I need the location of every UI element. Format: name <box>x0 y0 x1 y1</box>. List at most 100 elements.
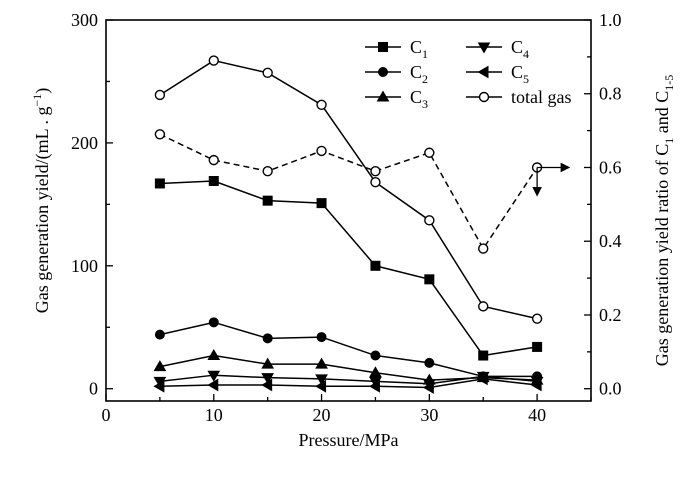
legend-marker <box>477 42 491 54</box>
series-layer <box>153 55 544 394</box>
plot-border <box>105 19 592 402</box>
legend-label: C2 <box>410 62 428 86</box>
series-line <box>159 133 538 251</box>
x-tick-label: 20 <box>313 405 331 425</box>
data-point <box>316 198 327 209</box>
legend-label: C3 <box>410 87 428 111</box>
data-point <box>370 350 381 361</box>
data-point <box>207 370 221 382</box>
series-5 <box>154 55 543 324</box>
data-point <box>478 243 489 254</box>
data-point <box>208 55 219 66</box>
axis-labels: Pressure/MPa Gas generation yield/(mL . g… <box>30 75 676 450</box>
series-line <box>159 321 538 378</box>
legend-item-5: total gas <box>466 87 572 107</box>
y-left-tick-label: 300 <box>71 10 98 30</box>
legend-item-4: C5 <box>466 62 529 86</box>
data-point <box>424 215 435 226</box>
data-point <box>424 147 435 158</box>
data-point <box>532 341 543 352</box>
data-point <box>154 129 166 140</box>
data-point <box>370 177 381 188</box>
data-point <box>153 379 165 393</box>
data-point <box>315 357 328 369</box>
data-point <box>531 313 543 324</box>
y-right-axis-label: Gas generation yield ratio of C1 and C1-… <box>652 75 676 366</box>
axis-ticks: 0 10 20 30 40 0 100 200 300 0.0 0.2 0.4 0.6 0.8 1.0 <box>71 10 622 425</box>
y-left-axis-label: Gas generation yield/(mL . g−1) <box>30 88 53 314</box>
data-point <box>316 99 327 111</box>
x-tick-label: 30 <box>420 405 438 425</box>
legend-marker <box>378 42 388 52</box>
data-point <box>370 260 381 271</box>
series-6 <box>154 129 543 254</box>
data-point <box>207 378 219 392</box>
series-line <box>159 378 538 389</box>
data-point <box>261 357 275 369</box>
x-axis-label: Pressure/MPa <box>299 430 399 450</box>
series-line <box>159 59 538 320</box>
y-left-tick-label: 200 <box>71 133 98 153</box>
legend-item-2: C3 <box>365 87 428 111</box>
data-point <box>370 165 381 177</box>
data-point <box>262 165 273 177</box>
y-left-tick-label: 0 <box>89 379 98 399</box>
data-point <box>208 317 219 328</box>
legend-label: C5 <box>511 62 529 86</box>
series-line <box>159 374 538 385</box>
y-right-tick-label: 0.0 <box>599 379 622 399</box>
data-point <box>207 349 221 361</box>
data-point <box>154 178 165 189</box>
x-tick-label: 10 <box>205 405 223 425</box>
y-right-tick-label: 0.2 <box>599 305 622 325</box>
arrow-right-head <box>560 162 571 173</box>
y-right-tick-label: 1.0 <box>599 10 622 30</box>
legend-item-3: C4 <box>466 37 529 61</box>
data-point <box>424 274 435 285</box>
data-point <box>530 378 542 392</box>
plot-frame <box>105 19 592 402</box>
data-point <box>478 350 489 361</box>
data-point <box>208 176 219 187</box>
data-point <box>261 378 273 392</box>
data-point <box>154 329 165 340</box>
data-point <box>316 332 327 343</box>
legend-item-0: C1 <box>365 37 428 61</box>
data-point <box>153 360 167 372</box>
data-point <box>422 381 434 394</box>
data-point <box>154 89 166 101</box>
legend-marker <box>378 67 388 77</box>
x-tick-label: 40 <box>528 405 546 425</box>
legend-marker <box>477 65 489 79</box>
y-left-tick-label: 100 <box>71 256 98 276</box>
series-line <box>159 180 538 357</box>
data-point <box>315 379 327 393</box>
legend-marker <box>478 91 490 103</box>
data-point <box>424 357 435 368</box>
legend-marker <box>376 90 390 102</box>
legend-label: total gas <box>511 87 572 107</box>
series-0 <box>154 176 543 361</box>
data-point <box>262 333 273 344</box>
data-point <box>262 67 273 79</box>
legend-label: C4 <box>511 37 529 61</box>
data-point <box>316 145 327 157</box>
data-point <box>261 373 275 385</box>
data-point <box>478 301 489 312</box>
legend-item-1: C2 <box>365 62 428 86</box>
data-point <box>369 366 382 378</box>
x-tick-label: 0 <box>102 405 111 425</box>
y-right-tick-label: 0.6 <box>599 157 622 177</box>
data-point <box>262 195 273 206</box>
series-4 <box>153 372 542 394</box>
y-right-tick-label: 0.8 <box>599 84 622 104</box>
data-point <box>368 379 380 393</box>
y-right-tick-label: 0.4 <box>599 231 622 251</box>
data-point <box>315 374 328 386</box>
data-point <box>208 154 219 166</box>
annotation <box>532 162 571 197</box>
data-point <box>476 372 488 386</box>
legend-label: C1 <box>410 37 428 61</box>
